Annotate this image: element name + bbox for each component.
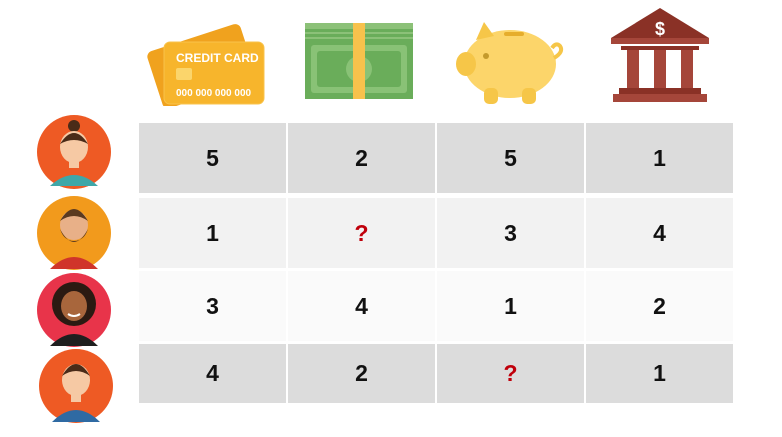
grid-cell: 2 — [288, 344, 437, 403]
grid-cell: 1 — [653, 360, 666, 386]
credit-card-icon: CREDIT CARD 000 000 000 000 — [147, 24, 265, 106]
rating-grid: 5 2 5 1 1 ? 3 4 3 4 1 2 4 2 ? 1 — [139, 123, 733, 403]
grid-cell: 2 — [653, 292, 666, 319]
grid-cell: 5 — [139, 123, 288, 193]
grid-cell: 2 — [288, 123, 437, 193]
svg-text:$: $ — [655, 19, 665, 39]
grid-cell: 3 — [139, 271, 288, 341]
grid-cell: 4 — [288, 271, 437, 341]
svg-text:000 000 000 000: 000 000 000 000 — [176, 88, 252, 99]
cash-stack-icon — [305, 23, 413, 99]
table-row: 5 2 5 1 — [139, 123, 733, 193]
grid-cell: 5 — [437, 123, 586, 193]
bearded-man-avatar-icon — [37, 196, 111, 270]
piggy-bank-icon — [456, 22, 564, 104]
woman-avatar-icon — [37, 115, 111, 189]
table-row: 4 2 ? 1 — [139, 344, 733, 403]
woman-curly-hair-avatar-icon — [37, 273, 111, 347]
svg-text:CREDIT CARD: CREDIT CARD — [176, 51, 259, 65]
grid-cell: 3 — [437, 198, 586, 268]
table-row: 1 ? 3 4 — [139, 198, 733, 268]
grid-cell: 1 — [653, 144, 666, 171]
man-avatar-icon — [39, 349, 113, 423]
grid-cell: 1 — [139, 198, 288, 268]
bank-building-icon: $ — [611, 8, 709, 102]
grid-cell: 4 — [139, 344, 288, 403]
grid-cell-unknown: ? — [437, 344, 586, 403]
grid-cell-unknown: ? — [288, 198, 437, 268]
grid-cell: 1 — [437, 271, 586, 341]
grid-cell: 4 — [653, 219, 666, 246]
table-row: 3 4 1 2 — [139, 271, 733, 341]
